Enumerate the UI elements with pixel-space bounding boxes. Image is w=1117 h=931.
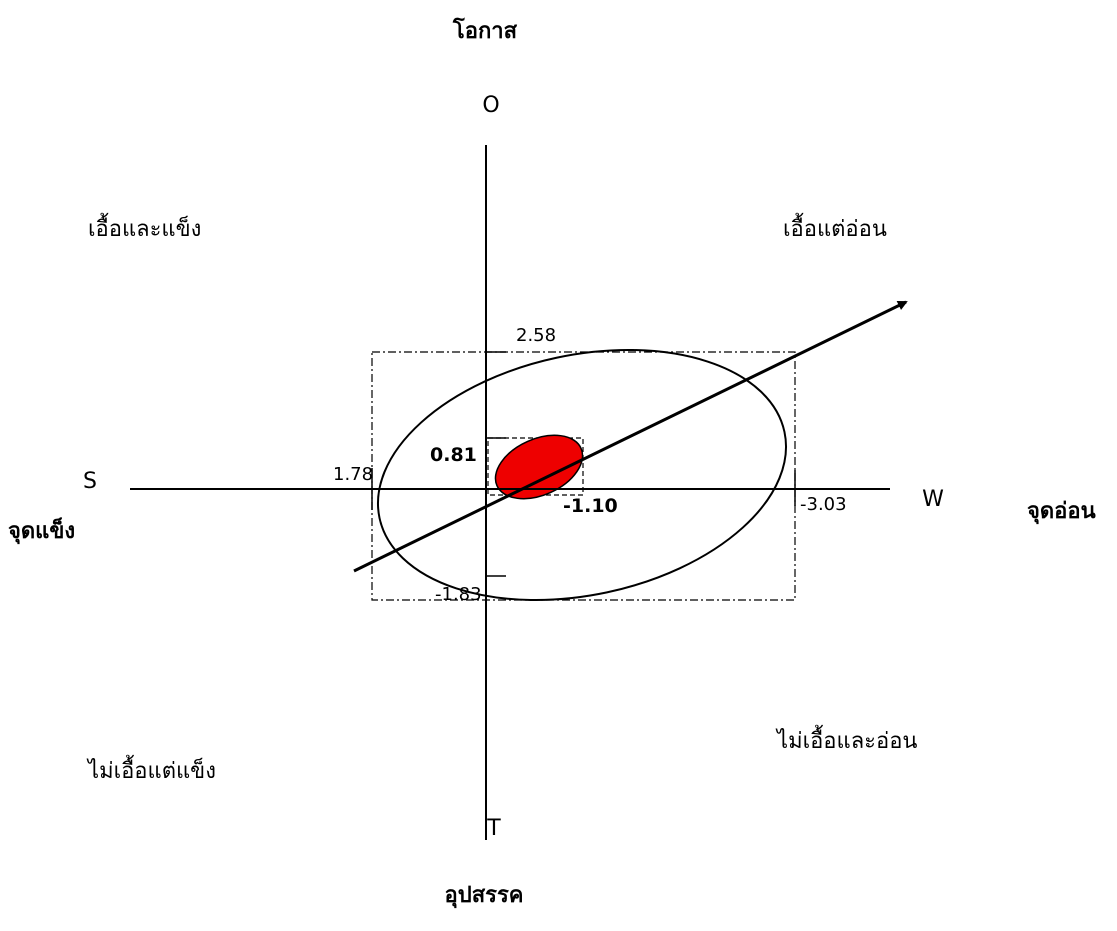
value-right-outer: -3.03 (800, 494, 847, 515)
value-bottom-outer: -1.83 (435, 584, 482, 605)
axis-letter-s: S (83, 469, 97, 494)
inner-range-box (487, 437, 584, 496)
outer-ellipse (376, 348, 788, 602)
axis-letter-o: O (482, 93, 499, 118)
weakness-title: จุดอ่อน (1027, 499, 1096, 525)
axis-letter-t: T (486, 816, 501, 841)
quadrant-top-left: เอื้อและแข็ง (88, 213, 201, 242)
strength-title: จุดแข็ง (8, 516, 75, 545)
position-ellipse (494, 434, 584, 500)
strategy-arrow (353, 300, 908, 573)
value-top-inner: 0.81 (430, 444, 477, 466)
axis-letter-w: W (922, 487, 944, 512)
quadrant-top-right: เอื้อแต่อ่อน (783, 213, 887, 242)
value-top-outer: 2.58 (516, 325, 556, 346)
value-right-inner: -1.10 (563, 495, 618, 517)
threat-title: อุปสรรค (445, 883, 524, 909)
value-left-outer: 1.78 (333, 464, 373, 485)
opportunity-title: โอกาส (452, 17, 518, 44)
quadrant-bottom-right: ไม่เอื้อและอ่อน (775, 725, 917, 754)
quadrant-bottom-left: ไม่เอื้อแต่แข็ง (86, 755, 216, 784)
